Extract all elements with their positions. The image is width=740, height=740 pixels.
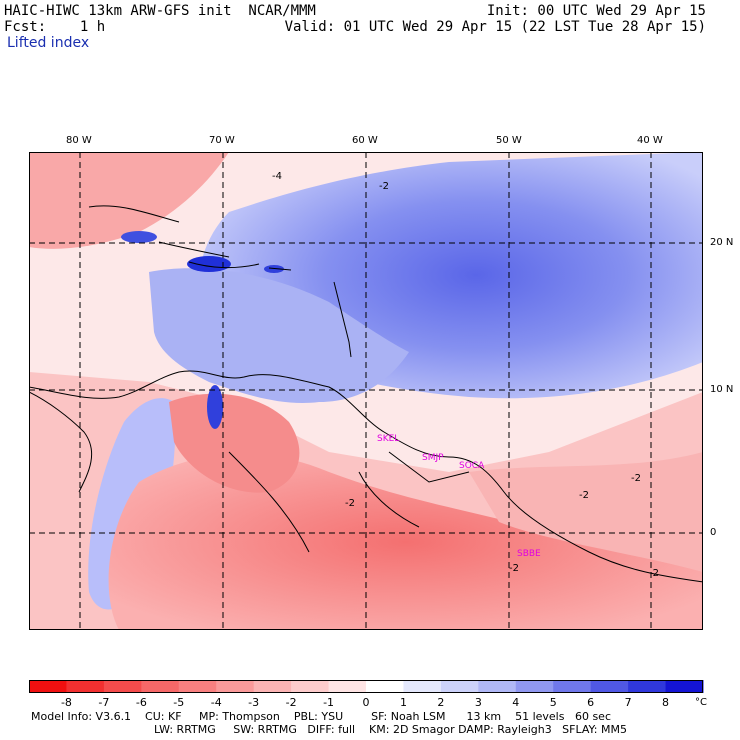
positive-patch [121, 231, 157, 243]
colorbar-tick-label: 0 [363, 696, 370, 709]
negative-region-amazon [108, 453, 703, 630]
field-name: Lifted index [7, 35, 90, 51]
valid-time: Valid: 01 UTC Wed 29 Apr 15 (22 LST Tue … [284, 19, 706, 35]
coastline-greater-antilles [88, 205, 292, 271]
contour-label: -2 [509, 563, 519, 574]
colorbar-cell [178, 680, 217, 693]
colorbar-cell [253, 680, 292, 693]
lon-label: 40 W [637, 135, 663, 146]
forecast-hour: Fcst: 1 h [4, 19, 106, 35]
contour-label: -2 [345, 498, 355, 509]
lon-label: 60 W [352, 135, 378, 146]
colorbar-tick-label: 6 [587, 696, 594, 709]
colorbar-cell [515, 680, 554, 693]
lat-label: 0 [710, 527, 717, 538]
map-frame [29, 152, 703, 630]
contour-label: -4 [272, 171, 282, 182]
station-label: SKEL [377, 434, 399, 444]
colorbar-cell [103, 680, 142, 693]
colorbar-cell [590, 680, 629, 693]
coastline-lesser-antilles [333, 281, 352, 358]
lat-label: 10 N [710, 384, 734, 395]
coastline-central-america [29, 391, 93, 493]
negative-region-southeast [469, 452, 703, 572]
colorbar-cell [328, 680, 367, 693]
contour-label: -2 [631, 473, 641, 484]
footer-line2: LW: RRTMG SW: RRTMG DIFF: full KM: 2D Sm… [154, 723, 627, 736]
colorbar-cell [403, 680, 442, 693]
colorbar-tick-label: 8 [662, 696, 669, 709]
colorbar-unit: °C [695, 697, 707, 708]
lon-label: 50 W [496, 135, 522, 146]
lat-label: 20 N [710, 237, 734, 248]
contour-label: -2 [379, 181, 389, 192]
colorbar-tick-label: -3 [248, 696, 259, 709]
colorbar-cell [440, 680, 479, 693]
colorbar-cell [628, 680, 667, 693]
positive-region-caribbean [149, 268, 409, 403]
colorbar-tick-label: -8 [61, 696, 72, 709]
model-title: HAIC-HIWC 13km ARW-GFS init NCAR/MMM [4, 3, 316, 19]
station-label: SMJP [422, 453, 444, 463]
station-label: SBBE [517, 549, 541, 559]
colorbar-cell [66, 680, 105, 693]
colorbar-cell [478, 680, 517, 693]
contour-label: -2 [649, 568, 659, 579]
colorbar-tick-label: -4 [211, 696, 222, 709]
colorbar-tick-label: 1 [400, 696, 407, 709]
colorbar-tick-label: 3 [475, 696, 482, 709]
colorbar-cell [216, 680, 255, 693]
colorbar: -8 -7 -6 -5 -4 -3 -2 -1 0 1 2 3 4 5 6 7 8 °C [29, 680, 707, 709]
footer-line1: Model Info: V3.6.1 CU: KF MP: Thompson P… [31, 710, 611, 723]
colorbar-tick-label: 2 [437, 696, 444, 709]
colorbar-tick-label: 5 [550, 696, 557, 709]
graticule [29, 152, 703, 630]
border-interior [228, 451, 470, 553]
colorbar-frame [29, 680, 703, 693]
colorbar-ticks: -8 -7 -6 -5 -4 -3 -2 -1 0 1 2 3 4 5 6 7 8 [61, 696, 669, 709]
colorbar-cell [141, 680, 180, 693]
colorbar-cell [29, 680, 67, 693]
positive-patch [187, 256, 231, 272]
init-time: Init: 00 UTC Wed 29 Apr 15 [486, 3, 706, 19]
positive-patch [264, 265, 284, 273]
negative-region-venezuela [169, 393, 300, 493]
colorbar-tick-label: 4 [512, 696, 519, 709]
lifted-index-map: -4 -2 -2 -2 -2 -2 -2 SKEL SMJP SOCA SBBE [29, 152, 703, 630]
colorbar-cell [291, 680, 330, 693]
lon-label: 70 W [209, 135, 235, 146]
colorbar-tick-label: -5 [173, 696, 184, 709]
colorbar-tick-label: -6 [136, 696, 147, 709]
colorbar-cell [366, 680, 404, 693]
coastlines [29, 205, 703, 583]
lon-label: 80 W [66, 135, 92, 146]
station-label: SOCA [459, 461, 485, 471]
colorbar-cell [553, 680, 592, 693]
colorbar-cells [29, 680, 704, 693]
colorbar-tick-label: -1 [323, 696, 334, 709]
contour-label: -2 [579, 490, 589, 501]
colorbar-tick-label: 7 [625, 696, 632, 709]
colorbar-tick-label: -7 [98, 696, 109, 709]
colorbar-tick-label: -2 [286, 696, 297, 709]
positive-patch [207, 385, 223, 429]
negative-region-north [29, 152, 229, 249]
colorbar-cell [665, 680, 704, 693]
